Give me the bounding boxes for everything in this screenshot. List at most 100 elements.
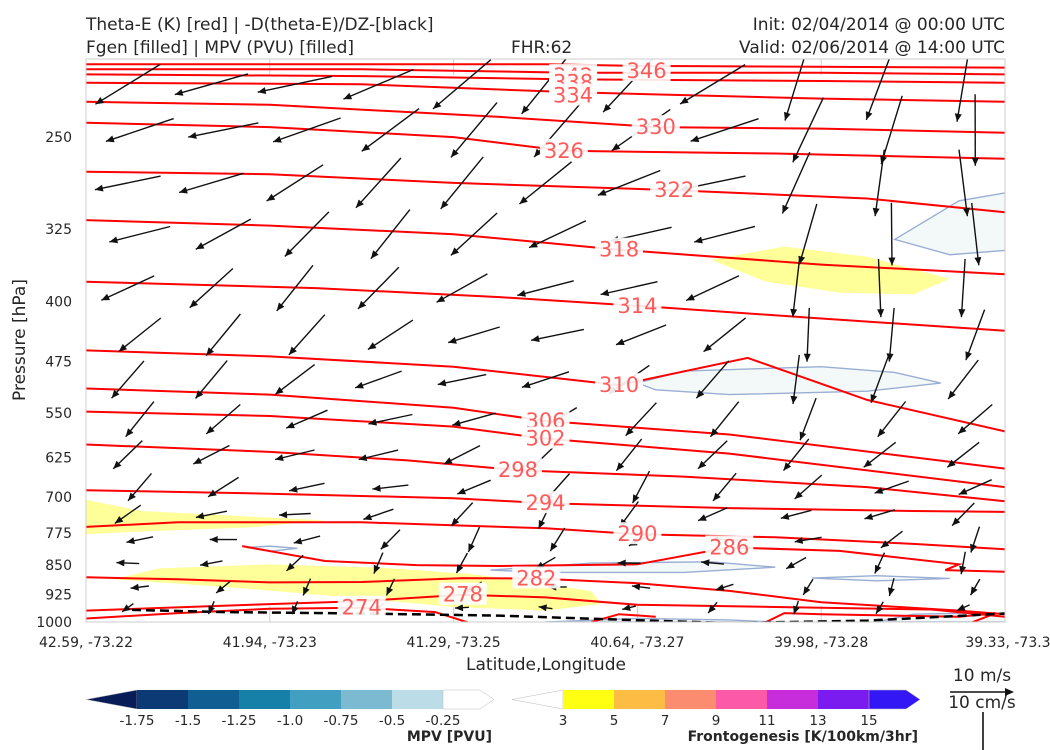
- wind-vectors: [94, 59, 993, 615]
- theta-e-label: 278: [443, 583, 483, 607]
- wind-vector: [101, 275, 155, 301]
- dashed-contour: [131, 608, 1005, 622]
- wind-vector: [272, 117, 341, 143]
- wind-vector: [798, 203, 818, 265]
- wind-vector: [971, 202, 980, 266]
- colorbar-tick-label: -0.5: [379, 713, 405, 729]
- y-tick-label: 250: [45, 130, 72, 146]
- wind-vector: [685, 275, 740, 302]
- wind-vector-head: [792, 153, 800, 163]
- wind-vector-head: [195, 242, 205, 250]
- wind-vector-head: [522, 381, 531, 389]
- wind-vector-head: [457, 487, 466, 495]
- wind-vector: [105, 117, 174, 143]
- wind-vector: [355, 157, 402, 209]
- wind-vector: [806, 307, 810, 362]
- theta-e-label-bg: [595, 373, 644, 396]
- quiver-key-label-2: 10 cm/s: [948, 693, 1016, 713]
- theta-e-label: 282: [516, 566, 556, 590]
- theta-e-label: 326: [544, 139, 584, 163]
- wind-vector-head: [193, 457, 202, 464]
- wind-vector-head: [372, 484, 381, 492]
- wind-vector-head: [611, 143, 621, 151]
- wind-vector-head: [974, 257, 982, 266]
- wind-vector-head: [798, 255, 806, 265]
- theta-e-contour-labels: 3463423383343303263223183143103063022982…: [337, 59, 754, 620]
- wind-vector-head: [616, 338, 625, 345]
- colorbar-tick-label: -1.0: [277, 713, 303, 729]
- wind-vector: [781, 151, 811, 214]
- wind-vector-head: [529, 241, 538, 248]
- wind-vector-head: [538, 519, 546, 529]
- wind-vector: [960, 258, 966, 318]
- x-tick-label: 41.29, -73.25: [407, 635, 501, 651]
- wind-vector-head: [455, 604, 464, 612]
- wind-vector: [695, 360, 730, 399]
- wind-vector-head: [947, 459, 956, 468]
- wind-vector-head: [209, 536, 218, 543]
- wind-vector-head: [105, 135, 115, 143]
- wind-vector-head: [600, 289, 610, 297]
- wind-vector-head: [519, 196, 528, 204]
- wind-vector-head: [94, 184, 104, 192]
- wind-vector-head: [111, 389, 120, 399]
- wind-vector-head: [703, 344, 712, 352]
- frontogenesis-colorbar-title: Frontogenesis [K/100km/3hr]: [688, 729, 918, 745]
- colorbar-segment: [442, 689, 495, 710]
- wind-vector-head: [114, 516, 124, 524]
- wind-vector-head: [436, 295, 446, 303]
- wind-vector-head: [289, 485, 298, 493]
- wind-vector-head: [550, 542, 558, 552]
- wind-vector-head: [877, 309, 885, 318]
- wind-vector-head: [257, 87, 267, 94]
- wind-vector-head: [208, 489, 217, 497]
- wind-vector-head: [195, 390, 204, 399]
- wind-vector: [266, 164, 324, 202]
- wind-vector: [521, 371, 570, 388]
- wind-vector-head: [784, 111, 791, 121]
- wind-vector-head: [373, 564, 381, 574]
- wind-vector-head: [886, 353, 894, 362]
- y-tick-label: 475: [45, 355, 72, 371]
- wind-vector-head: [275, 386, 284, 395]
- wind-vector-head: [863, 459, 873, 468]
- wind-vector-head: [452, 419, 461, 427]
- frontogenesis-region: [710, 246, 950, 295]
- wind-vector-head: [954, 113, 962, 122]
- forecast-hour: FHR:62: [511, 38, 572, 58]
- y-tick-label: 925: [45, 588, 72, 604]
- theta-e-line: [86, 100, 1005, 134]
- wind-vector-head: [803, 586, 811, 595]
- wind-vector-head: [952, 517, 961, 526]
- wind-vector-head: [874, 564, 882, 574]
- wind-vector: [437, 373, 487, 386]
- x-axis-ticks: 42.59, -73.22 41.94, -73.23 41.29, -73.25 4…: [39, 635, 1050, 651]
- frontogenesis-region: [86, 499, 325, 535]
- wind-vector: [528, 220, 587, 249]
- wind-vector-head: [715, 584, 725, 591]
- wind-vector-head: [958, 488, 968, 495]
- colorbar-segment: [341, 690, 392, 709]
- colorbar-tick-label: 11: [758, 713, 775, 729]
- theta-e-label: 290: [617, 522, 657, 546]
- wind-vector-head: [865, 111, 873, 120]
- wind-vector-head: [521, 105, 530, 114]
- theta-e-label-bg: [493, 458, 542, 481]
- theta-e-label: 286: [709, 535, 749, 559]
- theta-e-label: 318: [599, 238, 639, 262]
- wind-vector-head: [597, 189, 607, 196]
- wind-vector: [284, 211, 330, 257]
- wind-vector-head: [970, 543, 977, 553]
- y-tick-label: 325: [45, 222, 72, 238]
- colorbar-segment: [563, 690, 614, 709]
- x-tick-label: 39.98, -73.28: [774, 635, 868, 651]
- theta-e-label: 346: [627, 59, 667, 83]
- colorbar-tick-label: 9: [712, 713, 721, 729]
- wind-vector-head: [266, 193, 276, 201]
- theta-e-label: 334: [553, 84, 593, 108]
- theta-e-label: 298: [498, 458, 538, 482]
- wind-vector-head: [380, 541, 389, 550]
- y-tick-label: 775: [45, 526, 72, 542]
- wind-vector-head: [450, 149, 459, 158]
- wind-vector: [288, 314, 326, 356]
